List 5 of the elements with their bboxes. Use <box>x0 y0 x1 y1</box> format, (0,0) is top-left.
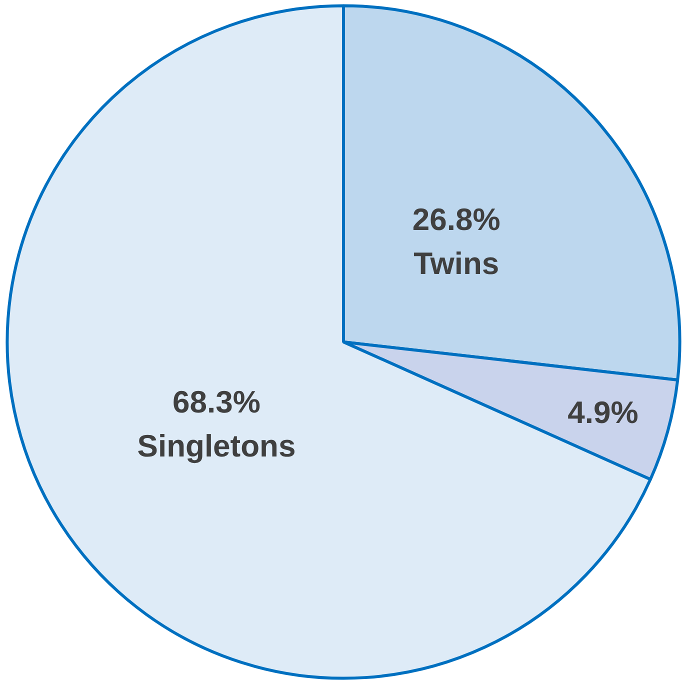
data-label: 68.3% <box>172 384 260 420</box>
data-label: 4.9% <box>568 395 638 430</box>
slice-label: Twins <box>414 246 500 282</box>
slice-label: Singletons <box>137 428 296 464</box>
data-label: 26.8% <box>412 202 500 238</box>
